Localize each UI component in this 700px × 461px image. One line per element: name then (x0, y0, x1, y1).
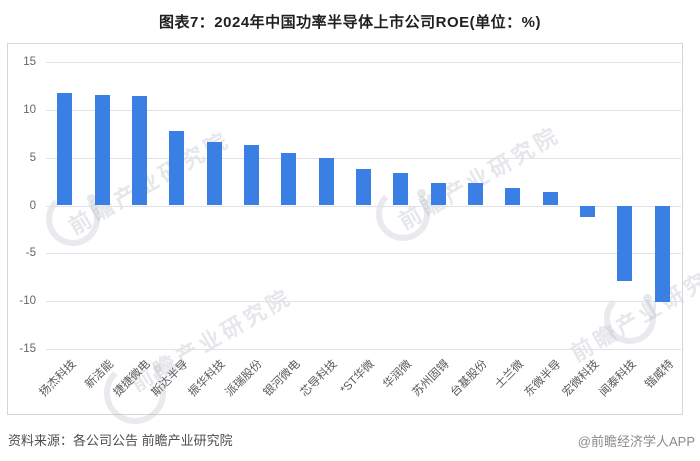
bar-闻泰科技 (617, 205, 633, 282)
x-axis-tick-label: 斯达半导 (149, 358, 191, 400)
x-axis-tick-label: 扬杰科技 (37, 358, 79, 400)
bar-士兰微 (505, 188, 521, 206)
bar-苏州固锝 (430, 182, 446, 206)
bar-扬杰科技 (57, 92, 73, 206)
y-axis-tick-label: 0 (29, 199, 36, 212)
x-axis-tick-label: 派瑞股份 (224, 358, 266, 400)
y-axis-tick-label: -5 (25, 247, 36, 260)
publisher-credit: @前瞻经济学人APP (577, 434, 695, 449)
bar-台基股份 (468, 183, 484, 206)
bar-芯导科技 (318, 157, 334, 206)
qianzhan-logo-watermark-icon (46, 192, 100, 246)
x-axis-tick-label: 芯导科技 (298, 358, 340, 400)
y-axis-tick-label: 15 (23, 56, 36, 68)
x-axis-tick-label: 台基股份 (448, 358, 490, 400)
chart-plot-frame: 前瞻产业研究院 前瞻产业研究院 前瞻产业研究院 前瞻产业研究院 15 10 5 0 -5 -10… (7, 43, 700, 424)
gridline (46, 109, 681, 111)
y-axis-tick-label: 5 (29, 151, 36, 164)
bar-斯达半导 (169, 130, 185, 206)
y-axis-tick-label: -15 (19, 343, 36, 355)
x-axis-tick-label: 闻泰科技 (597, 358, 639, 400)
x-axis-tick-label: 宏微科技 (560, 358, 602, 400)
bar-振华科技 (206, 142, 222, 206)
x-axis-tick-label: 银河微电 (261, 358, 303, 400)
x-axis-tick-label: 东微半导 (522, 358, 564, 400)
x-axis-tick-label: *ST华微 (338, 358, 378, 397)
x-axis-tick-label: 锴威特 (643, 358, 676, 392)
bar-锴威特 (654, 205, 670, 303)
bar-捷捷微电 (131, 96, 147, 206)
bar-东微半导 (542, 192, 558, 206)
x-axis-tick-label: 捷捷微电 (111, 358, 153, 400)
x-axis-tick-label: 苏州固锝 (410, 358, 452, 400)
gridline (46, 62, 681, 63)
bar-银河微电 (281, 152, 297, 206)
y-axis-tick-label: -10 (19, 295, 36, 308)
bar-华润微 (393, 172, 409, 206)
x-axis-tick-label: 振华科技 (186, 358, 228, 400)
gridline (46, 205, 681, 207)
gridline (46, 157, 681, 159)
watermark-text: 前瞻产业研究院 (394, 121, 565, 235)
bar-派瑞股份 (243, 145, 259, 206)
gridline (46, 253, 681, 255)
data-source-note: 资料来源：各公司公告 前瞻产业研究院 (8, 433, 233, 448)
bar-新洁能 (94, 95, 110, 206)
y-axis-tick-label: 10 (23, 103, 36, 116)
qianzhan-logo-watermark-icon (604, 292, 656, 344)
gridline (46, 301, 681, 303)
bar-*ST华微 (356, 169, 371, 206)
chart-title: 图表7：2024年中国功率半导体上市公司ROE(单位：%) (158, 14, 542, 31)
gridline (46, 349, 681, 350)
bar-宏微科技 (580, 205, 596, 217)
